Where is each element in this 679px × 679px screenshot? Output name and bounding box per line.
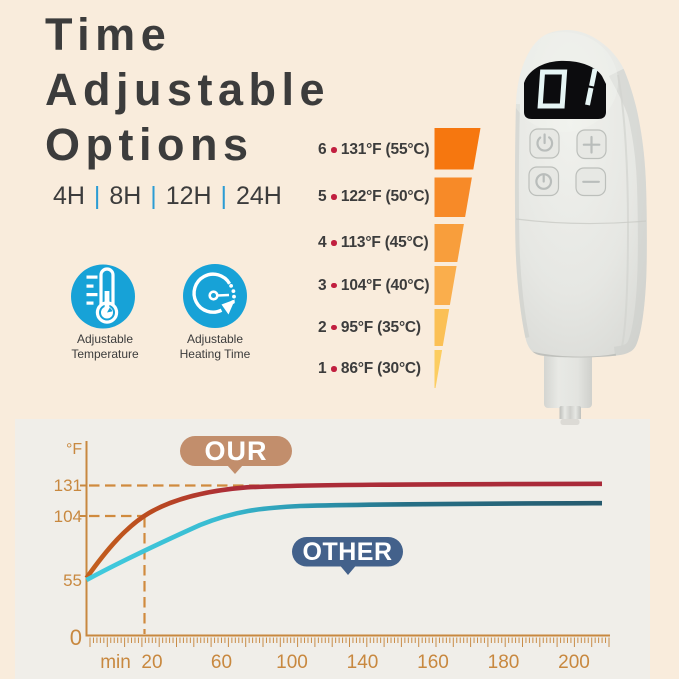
svg-text:OUR: OUR — [205, 436, 268, 466]
svg-text:OTHER: OTHER — [303, 538, 393, 566]
